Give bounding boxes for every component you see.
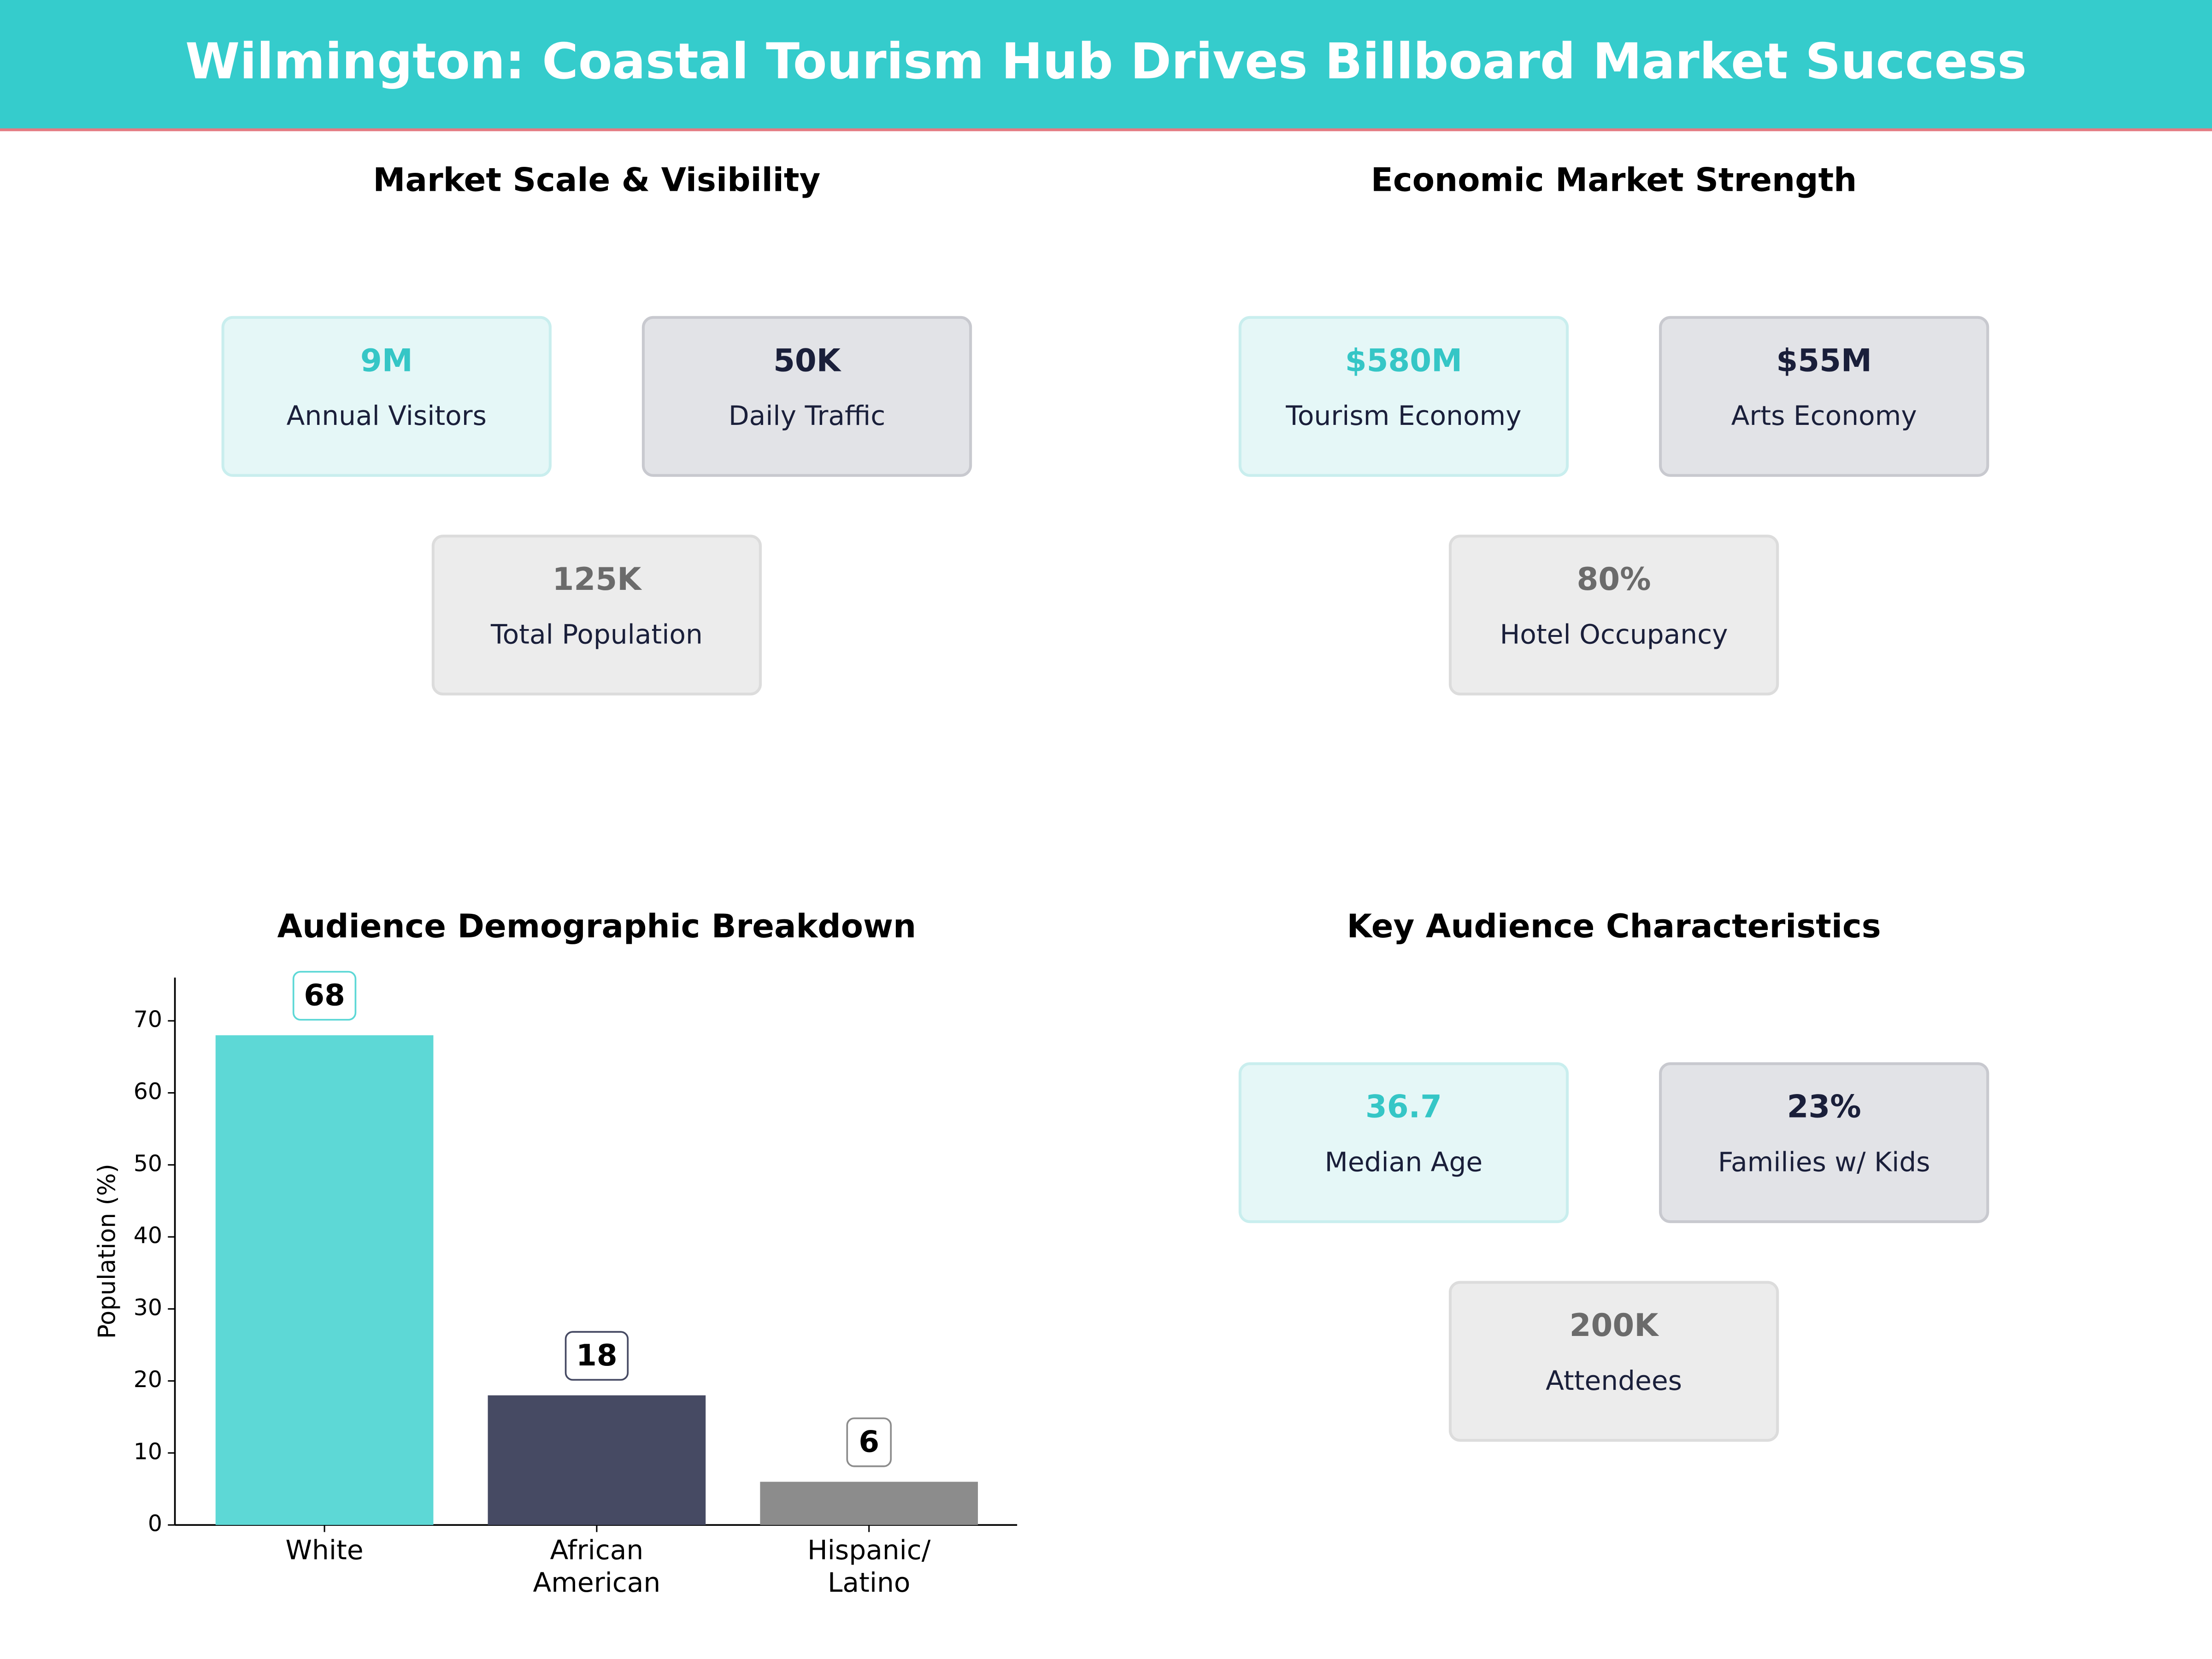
kpi-label: Tourism Economy — [1285, 400, 1521, 431]
y-tick-label: 40 — [134, 1223, 162, 1249]
value-label: 6 — [859, 1424, 879, 1459]
bar — [488, 1395, 706, 1525]
kpi-value: 36.7 — [1365, 1088, 1442, 1125]
kpi-label: Daily Traffic — [729, 400, 885, 431]
kpi-value: 9M — [360, 342, 413, 378]
value-label: 68 — [304, 978, 345, 1012]
kpi-value: 50K — [773, 342, 842, 378]
kpi-card — [1448, 1281, 1779, 1442]
panel-title: Key Audience Characteristics — [1347, 907, 1881, 945]
kpi-value: 200K — [1570, 1307, 1660, 1343]
page-title: Wilmington: Coastal Tourism Hub Drives B… — [185, 33, 2027, 90]
kpi-label: Hotel Occupancy — [1500, 619, 1728, 650]
value-label-box — [846, 1417, 892, 1467]
kpi-card — [1238, 316, 1569, 477]
kpi-label: Arts Economy — [1731, 400, 1917, 431]
y-tick-label: 50 — [134, 1150, 162, 1177]
x-tick-label: Hispanic/Latino — [807, 1534, 931, 1598]
kpi-label: Total Population — [490, 619, 703, 650]
header-rule — [0, 128, 2212, 131]
header-bar — [0, 0, 2212, 130]
kpi-card — [221, 316, 552, 477]
y-axis-label: Population (%) — [94, 1164, 121, 1339]
kpi-value: 80% — [1577, 561, 1651, 597]
y-tick-label: 0 — [148, 1511, 162, 1537]
kpi-label: Families w/ Kids — [1718, 1147, 1930, 1178]
kpi-label: Attendees — [1546, 1365, 1682, 1396]
y-tick-label: 10 — [134, 1438, 162, 1465]
kpi-card — [1238, 1062, 1569, 1224]
panel-title: Market Scale & Visibility — [373, 161, 820, 199]
bar — [760, 1482, 978, 1525]
value-label-box — [565, 1331, 629, 1381]
x-tick-label: African American — [533, 1534, 661, 1598]
value-label-box — [292, 971, 357, 1021]
kpi-value: $580M — [1345, 342, 1462, 378]
chart-title: Audience Demographic Breakdown — [277, 907, 917, 945]
kpi-label: Annual Visitors — [287, 400, 487, 431]
kpi-value: $55M — [1776, 342, 1872, 378]
kpi-value: 23% — [1787, 1088, 1861, 1125]
bar — [215, 1035, 434, 1525]
kpi-card — [1659, 1062, 1989, 1224]
y-tick-label: 60 — [134, 1078, 162, 1105]
kpi-card — [641, 316, 972, 477]
y-tick-label: 70 — [134, 1006, 162, 1033]
kpi-card — [1448, 535, 1779, 696]
x-tick-label: White — [286, 1534, 364, 1565]
kpi-label: Median Age — [1325, 1147, 1483, 1178]
value-label: 18 — [576, 1338, 617, 1373]
y-tick-label: 20 — [134, 1366, 162, 1393]
panel-title: Economic Market Strength — [1371, 161, 1857, 199]
kpi-card — [1659, 316, 1989, 477]
kpi-card — [431, 535, 762, 696]
kpi-value: 125K — [553, 561, 643, 597]
y-tick-label: 30 — [134, 1294, 162, 1321]
